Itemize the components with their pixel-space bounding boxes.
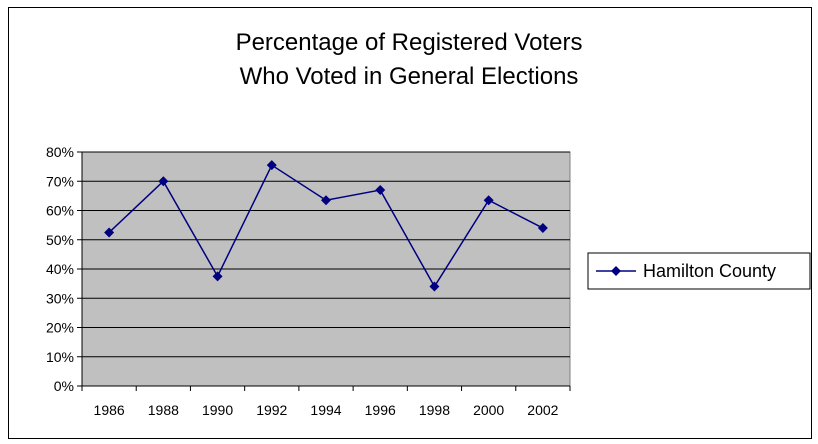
y-tick-label: 10% bbox=[46, 349, 74, 365]
y-tick-label: 70% bbox=[46, 173, 74, 189]
chart-title: Percentage of Registered Voters Who Vote… bbox=[0, 26, 818, 94]
y-tick-label: 80% bbox=[46, 144, 74, 160]
data-point bbox=[483, 195, 494, 206]
legend-marker bbox=[611, 266, 621, 276]
x-tick-label: 2000 bbox=[473, 402, 504, 418]
x-tick-label: 1992 bbox=[256, 402, 287, 418]
x-tick-label: 2002 bbox=[527, 402, 558, 418]
x-tick-label: 1990 bbox=[202, 402, 233, 418]
data-point bbox=[158, 176, 169, 187]
data-point bbox=[266, 160, 277, 171]
x-tick-label: 1998 bbox=[419, 402, 450, 418]
data-point bbox=[321, 195, 331, 206]
y-tick-label: 50% bbox=[46, 232, 74, 248]
y-tick-label: 20% bbox=[46, 320, 74, 336]
x-tick-label: 1986 bbox=[94, 402, 125, 418]
chart-title-line-2: Who Voted in General Elections bbox=[239, 63, 579, 90]
data-point bbox=[104, 227, 115, 238]
x-tick-label: 1994 bbox=[310, 402, 341, 418]
y-tick-label: 60% bbox=[46, 203, 74, 219]
legend: Hamilton County bbox=[587, 252, 811, 290]
y-tick-label: 0% bbox=[54, 378, 74, 394]
plot-area: 0% 10% 20% 30% 40% 50% 60% 70% 80% 1986 1988 1990 19… bbox=[46, 144, 571, 418]
data-point bbox=[537, 223, 548, 234]
data-point bbox=[212, 271, 223, 282]
legend-label: Hamilton County bbox=[643, 261, 776, 281]
y-tick-label: 30% bbox=[46, 290, 74, 306]
data-point bbox=[429, 281, 440, 292]
data-point bbox=[375, 185, 386, 196]
y-tick-label: 40% bbox=[46, 261, 74, 277]
chart-title-line-1: Percentage of Registered Voters bbox=[235, 29, 583, 56]
x-tick-label: 1996 bbox=[365, 402, 396, 418]
x-tick-label: 1988 bbox=[148, 402, 179, 418]
